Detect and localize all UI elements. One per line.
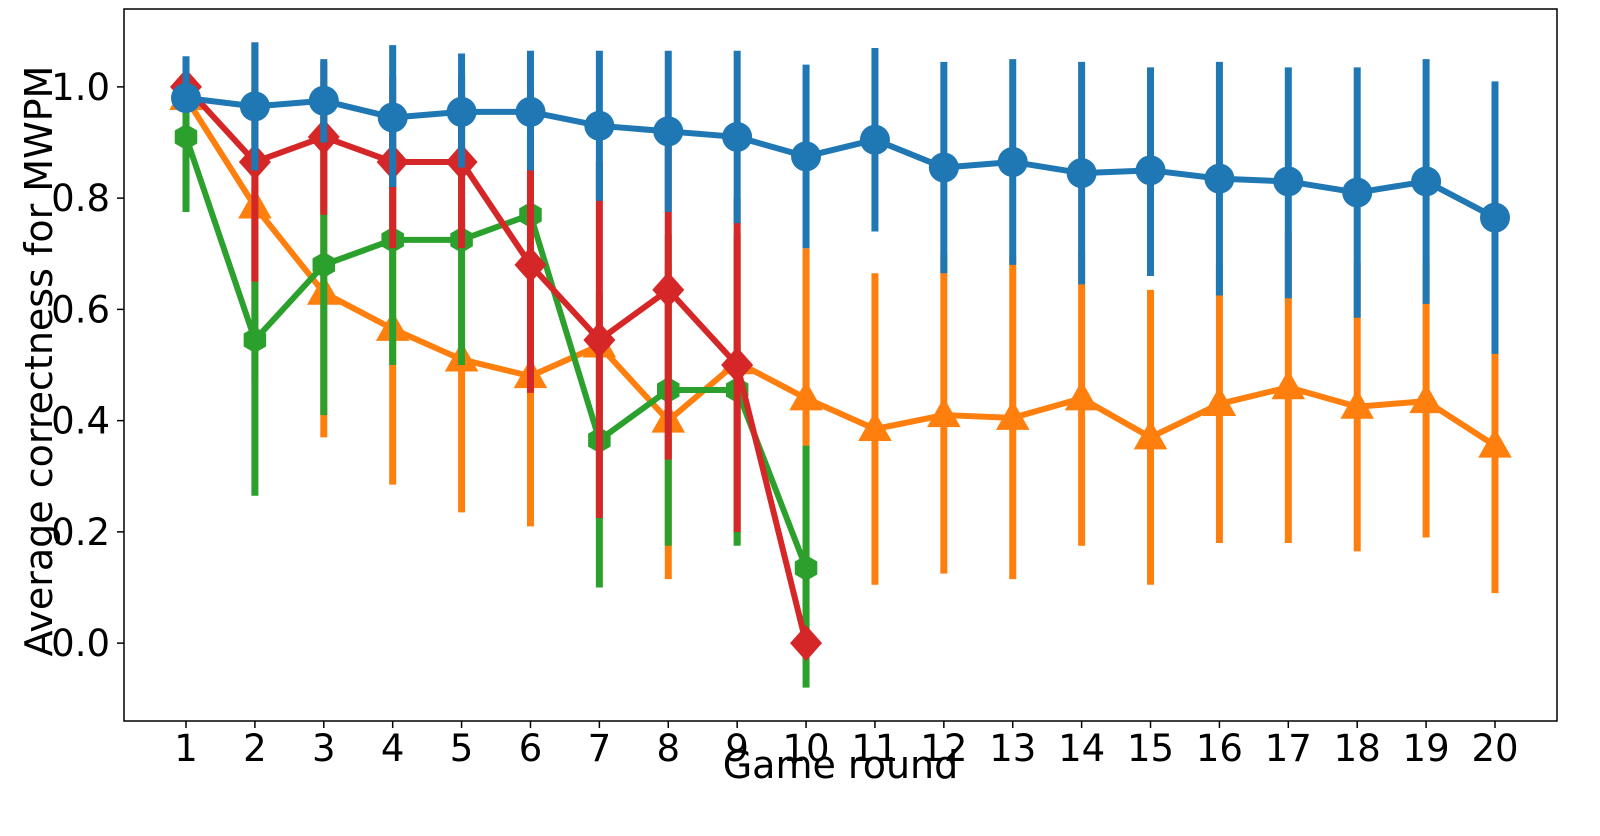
data-point-triangle <box>1409 383 1443 414</box>
data-point-diamond <box>514 246 547 283</box>
y-tick-label: 0.6 <box>51 288 110 331</box>
x-tick-label: 9 <box>725 727 749 770</box>
data-point-circle <box>515 96 546 127</box>
data-point-triangle <box>995 400 1030 430</box>
data-point-circle <box>1135 155 1166 186</box>
data-point-circle <box>239 91 270 122</box>
data-point-circle <box>653 116 684 147</box>
x-tick-label: 7 <box>588 727 612 770</box>
x-tick-label: 12 <box>920 727 967 770</box>
data-point-circle <box>584 110 615 141</box>
series-circle <box>171 42 1510 354</box>
data-point-triangle <box>1478 428 1512 458</box>
x-tick-label: 18 <box>1334 727 1381 770</box>
data-point-circle <box>446 96 477 127</box>
x-tick-label: 3 <box>312 727 336 770</box>
data-point-circle <box>928 152 959 183</box>
x-tick-label: 8 <box>656 727 680 770</box>
data-point-circle <box>997 146 1028 177</box>
data-point-diamond <box>790 625 823 662</box>
data-point-circle <box>308 85 339 116</box>
series-line <box>183 133 810 572</box>
data-point-circle <box>1479 202 1510 233</box>
y-axis-label: Average correctness for MWPM <box>17 66 61 657</box>
y-tick-label: 0.0 <box>51 622 110 665</box>
x-tick-label: 5 <box>450 727 474 770</box>
data-point-triangle <box>1271 369 1306 400</box>
x-tick-label: 10 <box>783 727 830 770</box>
data-point-circle <box>791 141 822 172</box>
data-point-circle <box>377 102 408 133</box>
data-point-circle <box>1411 166 1442 197</box>
data-point-circle <box>1204 163 1235 194</box>
data-point-hexagon <box>794 555 818 582</box>
y-tick-label: 0.4 <box>51 400 110 443</box>
data-point-triangle <box>1202 386 1237 416</box>
data-point-circle <box>171 83 202 113</box>
data-point-triangle <box>927 397 961 428</box>
x-tick-label: 4 <box>381 727 405 770</box>
plot-area-frame <box>123 8 1558 722</box>
y-tick-label: 0.2 <box>51 511 110 554</box>
x-tick-label: 11 <box>851 727 898 770</box>
data-point-triangle <box>1340 389 1375 419</box>
x-tick-label: 19 <box>1403 727 1450 770</box>
x-tick-label: 16 <box>1196 727 1243 770</box>
x-tick-label: 15 <box>1127 727 1174 770</box>
data-point-triangle <box>789 380 823 411</box>
data-point-circle <box>859 124 890 155</box>
ticks-layer: 1 2 3 4 5 6 7 8 9 10 11 12 13 14 15 16 17 18 19 200.00.20.4… <box>51 66 1518 770</box>
data-point-diamond <box>652 271 685 308</box>
x-tick-label: 20 <box>1471 727 1518 770</box>
plot-layer <box>169 42 1512 688</box>
data-point-circle <box>1273 166 1304 197</box>
data-point-triangle <box>1133 419 1168 450</box>
x-axis-label: Game round <box>723 743 959 787</box>
data-point-hexagon <box>312 251 336 278</box>
data-point-hexagon <box>243 326 267 353</box>
series-line <box>183 83 810 647</box>
data-point-circle <box>1342 177 1373 208</box>
x-tick-label: 1 <box>174 727 198 770</box>
data-point-diamond <box>583 321 616 358</box>
x-tick-label: 14 <box>1058 727 1105 770</box>
x-tick-label: 6 <box>519 727 543 770</box>
data-point-circle <box>722 121 753 152</box>
y-tick-label: 1.0 <box>51 66 110 109</box>
x-tick-label: 17 <box>1265 727 1312 770</box>
data-point-triangle <box>1064 380 1099 411</box>
y-tick-label: 0.8 <box>51 177 110 220</box>
data-point-diamond <box>721 347 754 383</box>
data-point-circle <box>1066 158 1097 189</box>
data-point-hexagon <box>174 123 198 150</box>
x-tick-label: 13 <box>989 727 1036 770</box>
data-point-triangle <box>858 411 892 441</box>
x-tick-label: 2 <box>243 727 267 770</box>
